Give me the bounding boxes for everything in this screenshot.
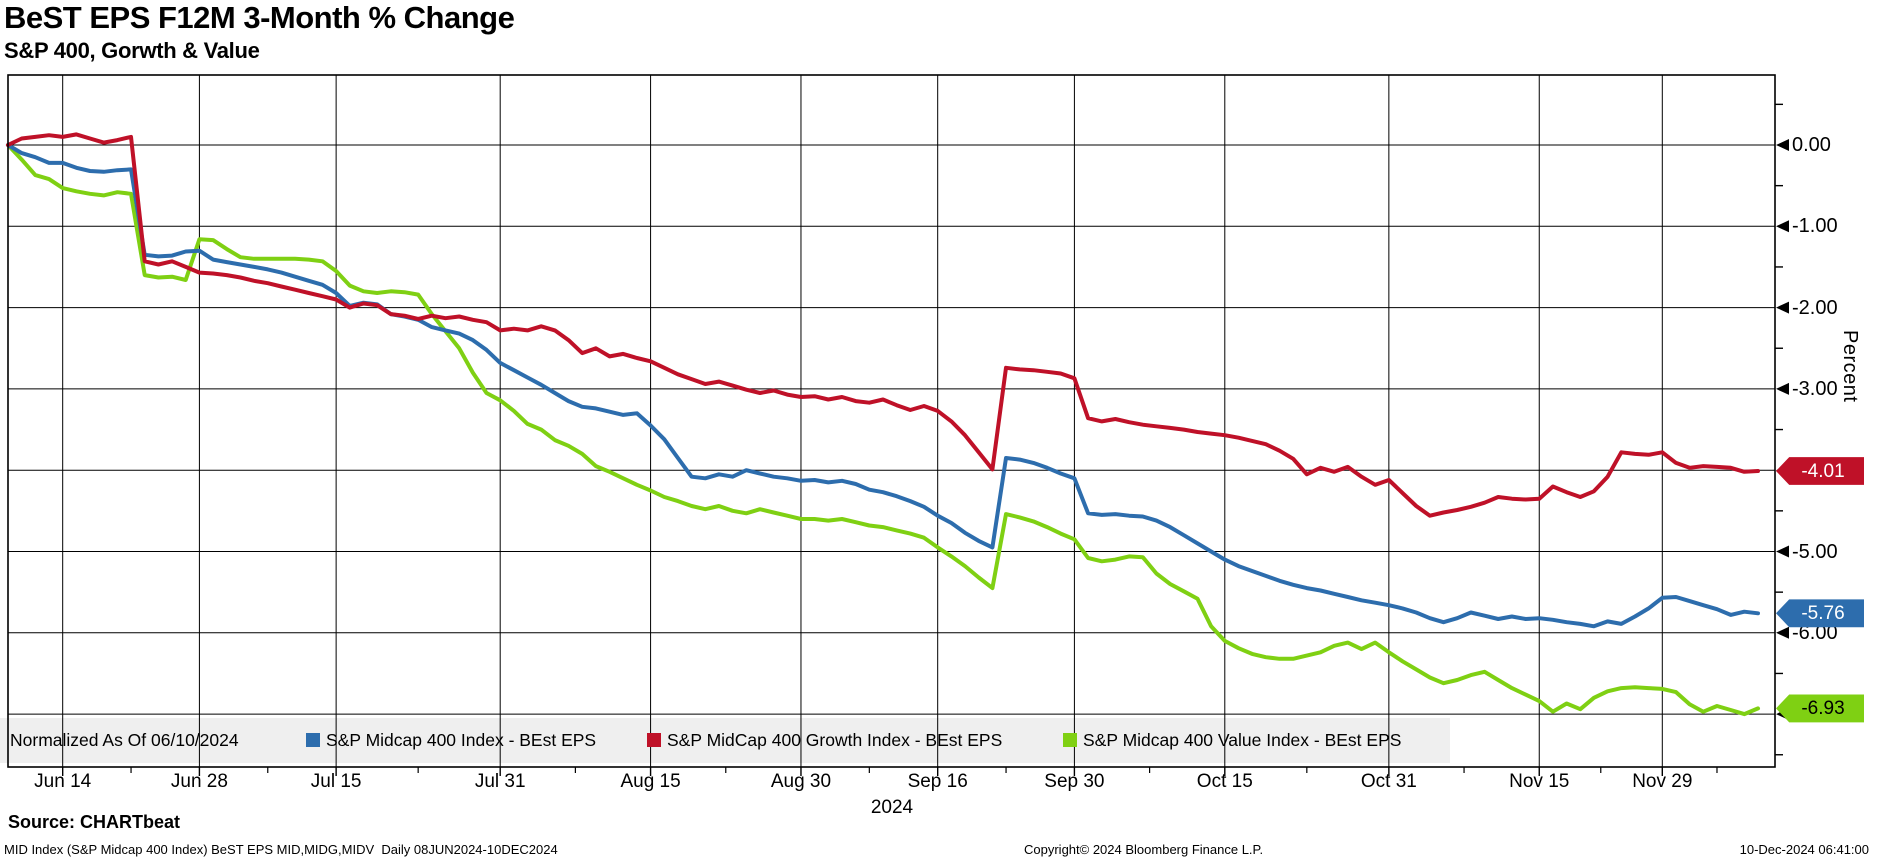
- page-subtitle: S&P 400, Gorwth & Value: [4, 38, 260, 63]
- footer-copyright: Copyright© 2024 Bloomberg Finance L.P.: [1024, 842, 1264, 857]
- x-axis-year-label: 2024: [870, 797, 914, 818]
- y-tick-label: -2.00: [1792, 296, 1838, 319]
- plot-frame: [7, 74, 1776, 768]
- series-line: [6, 132, 1760, 518]
- x-tick-label: Jul 15: [310, 771, 362, 792]
- footer-timestamp: 10-Dec-2024 06:41:00: [1739, 842, 1869, 857]
- legend-item-label: S&P MidCap 400 Growth Index - BEst EPS: [667, 730, 1003, 750]
- y-major-tick-arrow: [1776, 220, 1789, 233]
- legend-swatch-icon: [306, 733, 320, 747]
- legend-normalized-label: Normalized As Of 06/10/2024: [10, 724, 239, 756]
- y-major-tick-arrow: [1776, 382, 1789, 395]
- legend-swatch-icon: [647, 733, 661, 747]
- last-value-tag: -5.76: [1776, 599, 1864, 628]
- y-tick-label: -5.00: [1792, 540, 1838, 563]
- series-line: [6, 143, 1760, 717]
- y-tick-label: -3.00: [1792, 377, 1838, 400]
- x-tick-label: Nov 15: [1509, 771, 1570, 792]
- x-tick-label: Aug 30: [770, 771, 832, 792]
- legend-item: S&P Midcap 400 Value Index - BEst EPS: [1063, 724, 1401, 756]
- x-tick-label: Jul 31: [474, 771, 526, 792]
- y-major-tick-arrow: [1776, 626, 1789, 639]
- x-tick-label: Jun 14: [34, 771, 92, 792]
- y-major-tick-arrow: [1776, 139, 1789, 151]
- x-tick-label: Sep 30: [1044, 771, 1105, 792]
- legend-item: S&P MidCap 400 Growth Index - BEst EPS: [647, 724, 1002, 756]
- legend-swatch-icon: [1063, 733, 1077, 747]
- y-major-tick-arrow: [1776, 301, 1789, 314]
- y-tick-label: -1.00: [1792, 215, 1838, 238]
- y-tick-label: 0.00: [1792, 134, 1831, 156]
- legend-item: S&P Midcap 400 Index - BEst EPS: [306, 724, 596, 756]
- legend-item-label: S&P Midcap 400 Index - BEst EPS: [326, 730, 597, 750]
- y-major-tick-arrow: [1776, 545, 1789, 558]
- source-line: Source: CHARTbeat: [8, 812, 181, 832]
- x-tick-label: Oct 15: [1196, 771, 1253, 792]
- legend-item-label: S&P Midcap 400 Value Index - BEst EPS: [1083, 730, 1402, 750]
- footer-security-info: MID Index (S&P Midcap 400 Index) BeST EP…: [4, 842, 558, 857]
- x-tick-label: Oct 31: [1360, 771, 1417, 792]
- legend-item-label: Normalized As Of 06/10/2024: [10, 730, 239, 750]
- last-value-tag: -6.93: [1776, 694, 1864, 723]
- x-tick-label: Jun 28: [170, 771, 228, 792]
- page-title: BeST EPS F12M 3-Month % Change: [4, 0, 515, 35]
- x-tick-label: Nov 29: [1632, 771, 1693, 792]
- series-line: [6, 143, 1760, 629]
- y-axis-title: Percent: [1839, 330, 1861, 403]
- y-tick-label: -6.00: [1792, 621, 1838, 644]
- last-value-tag: -4.01: [1776, 457, 1864, 485]
- legend-background: [0, 718, 1450, 763]
- x-tick-label: Aug 15: [620, 771, 681, 792]
- x-tick-label: Sep 16: [907, 771, 968, 792]
